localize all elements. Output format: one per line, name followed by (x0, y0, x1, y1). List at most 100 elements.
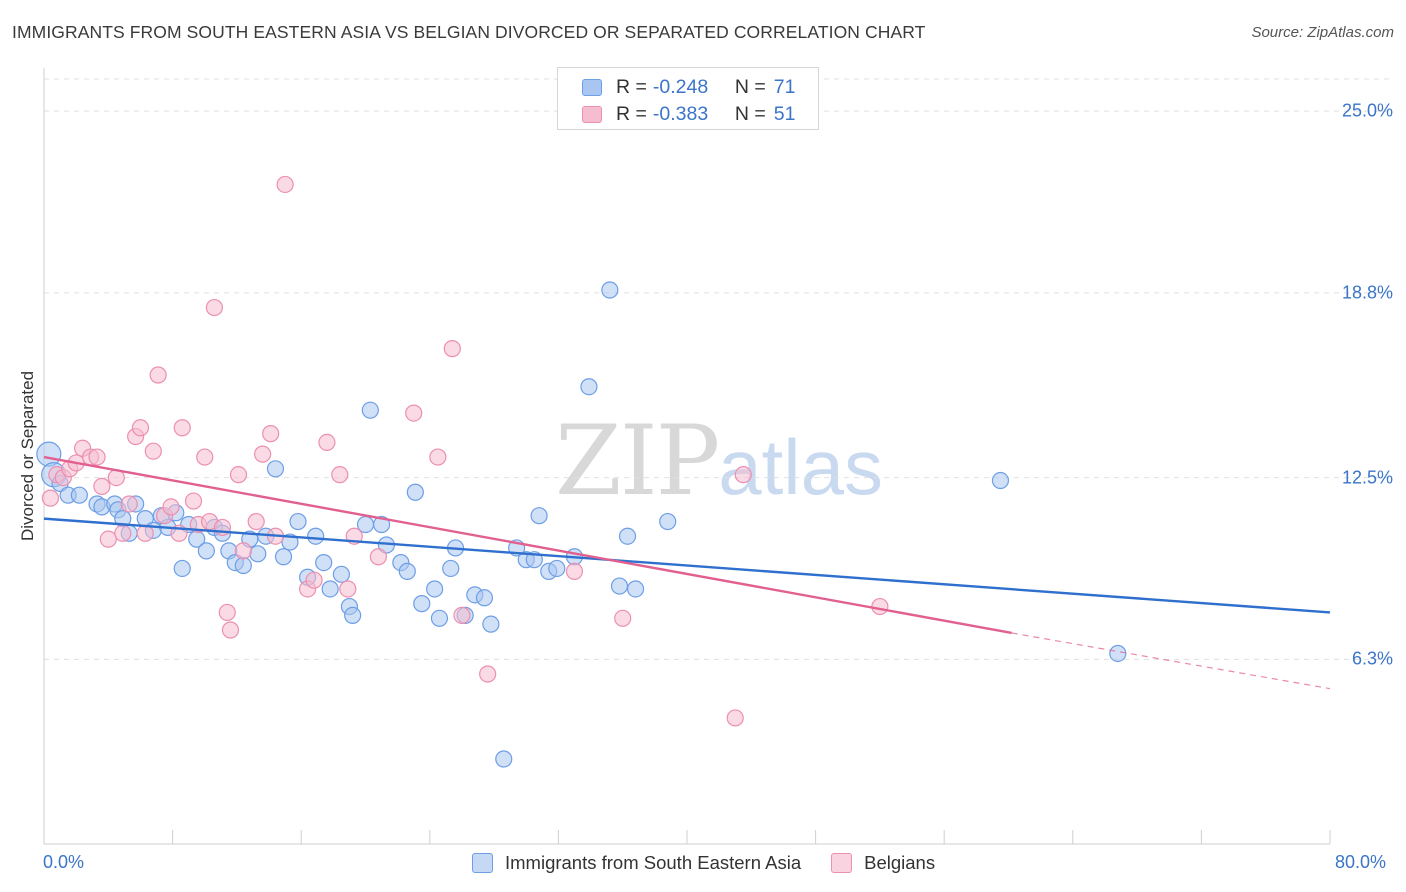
point-pink (443, 340, 461, 358)
point-pink (184, 492, 203, 510)
point-pink (93, 477, 111, 495)
point-pink (114, 524, 132, 542)
y-tick-label: 25.0% (1341, 100, 1393, 121)
point-pink (318, 433, 336, 452)
point-pink (429, 448, 447, 466)
legend-r-value: -0.383 (652, 102, 709, 125)
legend-row-pink: R = -0.383 N = 51 (582, 102, 795, 126)
point-pink (871, 597, 889, 616)
point-pink (405, 404, 423, 422)
point-blue (274, 548, 293, 566)
point-pink (234, 542, 252, 560)
chart-title: IMMIGRANTS FROM SOUTH EASTERN ASIA VS BE… (12, 22, 926, 42)
point-pink (221, 621, 240, 639)
source-label: Source: ZipAtlas.com (1251, 24, 1394, 41)
point-blue (36, 441, 62, 467)
point-pink (305, 571, 323, 589)
point-pink (173, 419, 191, 437)
point-blue (618, 527, 637, 545)
point-pink (120, 495, 138, 513)
point-blue (249, 545, 267, 563)
point-pink (41, 489, 60, 507)
point-pink (276, 175, 294, 194)
y-tick-label: 18.8% (1341, 282, 1393, 303)
point-blue (426, 580, 444, 598)
point-blue (580, 378, 598, 396)
point-pink (144, 442, 162, 460)
point-pink (229, 466, 248, 484)
x-tick-label-min: 0.0% (43, 852, 85, 872)
point-blue (281, 533, 299, 551)
legend: R = -0.248 N = 71 R = -0.383 N = 51 (557, 67, 819, 130)
series-name-blue: Immigrants from South Eastern Asia (505, 852, 802, 873)
point-blue (610, 577, 629, 595)
point-blue (626, 580, 645, 598)
point-blue (197, 542, 215, 560)
y-tick-label: 6.3% (1351, 648, 1393, 669)
point-blue (361, 401, 379, 419)
legend-row-blue: R = -0.248 N = 71 (582, 75, 795, 99)
series-name-pink: Belgians (864, 852, 936, 873)
y-axis-label: Divorced or Separated (18, 370, 37, 542)
point-blue (289, 512, 307, 531)
point-blue (332, 565, 350, 583)
legend-n-value: 51 (773, 102, 796, 125)
point-blue (991, 471, 1010, 490)
point-pink (479, 665, 497, 683)
point-pink (254, 445, 272, 463)
point-blue (321, 580, 339, 598)
legend-swatch-pink (582, 105, 602, 123)
trend-line-extension-pink (1011, 632, 1331, 690)
point-blue (601, 281, 619, 299)
point-blue (530, 507, 548, 525)
point-blue (430, 609, 449, 627)
point-pink (453, 606, 471, 624)
point-blue (413, 595, 431, 613)
point-pink (99, 530, 117, 548)
legend-r-label: R = (616, 75, 647, 98)
point-pink (196, 448, 214, 466)
point-pink (218, 603, 236, 622)
series-legend-item-pink[interactable]: Belgians (831, 852, 935, 874)
point-pink (205, 298, 223, 317)
point-blue (173, 559, 191, 578)
legend-n-value: 71 (773, 75, 796, 98)
point-blue (234, 556, 252, 575)
point-blue (307, 527, 325, 545)
point-pink (331, 466, 349, 484)
point-pink (247, 512, 265, 531)
point-pink (726, 709, 744, 727)
legend-n-label: N = (734, 75, 766, 98)
point-blue (659, 512, 677, 531)
point-blue (495, 750, 513, 768)
series-legend-item-blue[interactable]: Immigrants from South Eastern Asia (472, 852, 801, 874)
x-tick-label-max: 80.0% (1335, 852, 1387, 872)
legend-swatch-blue (582, 78, 602, 96)
point-blue (406, 483, 424, 501)
point-pink (162, 498, 180, 516)
point-pink (262, 425, 280, 443)
y-tick-label: 12.5% (1341, 467, 1393, 488)
point-blue (1109, 644, 1127, 663)
series-swatch-blue (472, 853, 493, 873)
point-pink (131, 419, 150, 437)
trend-line-pink (43, 455, 1012, 635)
point-blue (482, 615, 500, 633)
series-legend: Immigrants from South Eastern Asia Belgi… (472, 852, 965, 874)
point-pink (136, 524, 154, 542)
trend-line-blue (43, 517, 1331, 614)
legend-n-label: N = (734, 102, 766, 125)
point-blue (548, 559, 566, 578)
point-pink (369, 548, 387, 566)
point-pink (734, 466, 752, 484)
point-pink (149, 366, 167, 384)
point-pink (88, 448, 106, 466)
point-pink (565, 562, 584, 580)
point-blue (315, 553, 333, 572)
point-blue (70, 486, 88, 504)
point-blue (372, 515, 391, 534)
legend-r-label: R = (616, 102, 647, 125)
point-blue (475, 589, 494, 607)
point-blue (442, 559, 460, 578)
